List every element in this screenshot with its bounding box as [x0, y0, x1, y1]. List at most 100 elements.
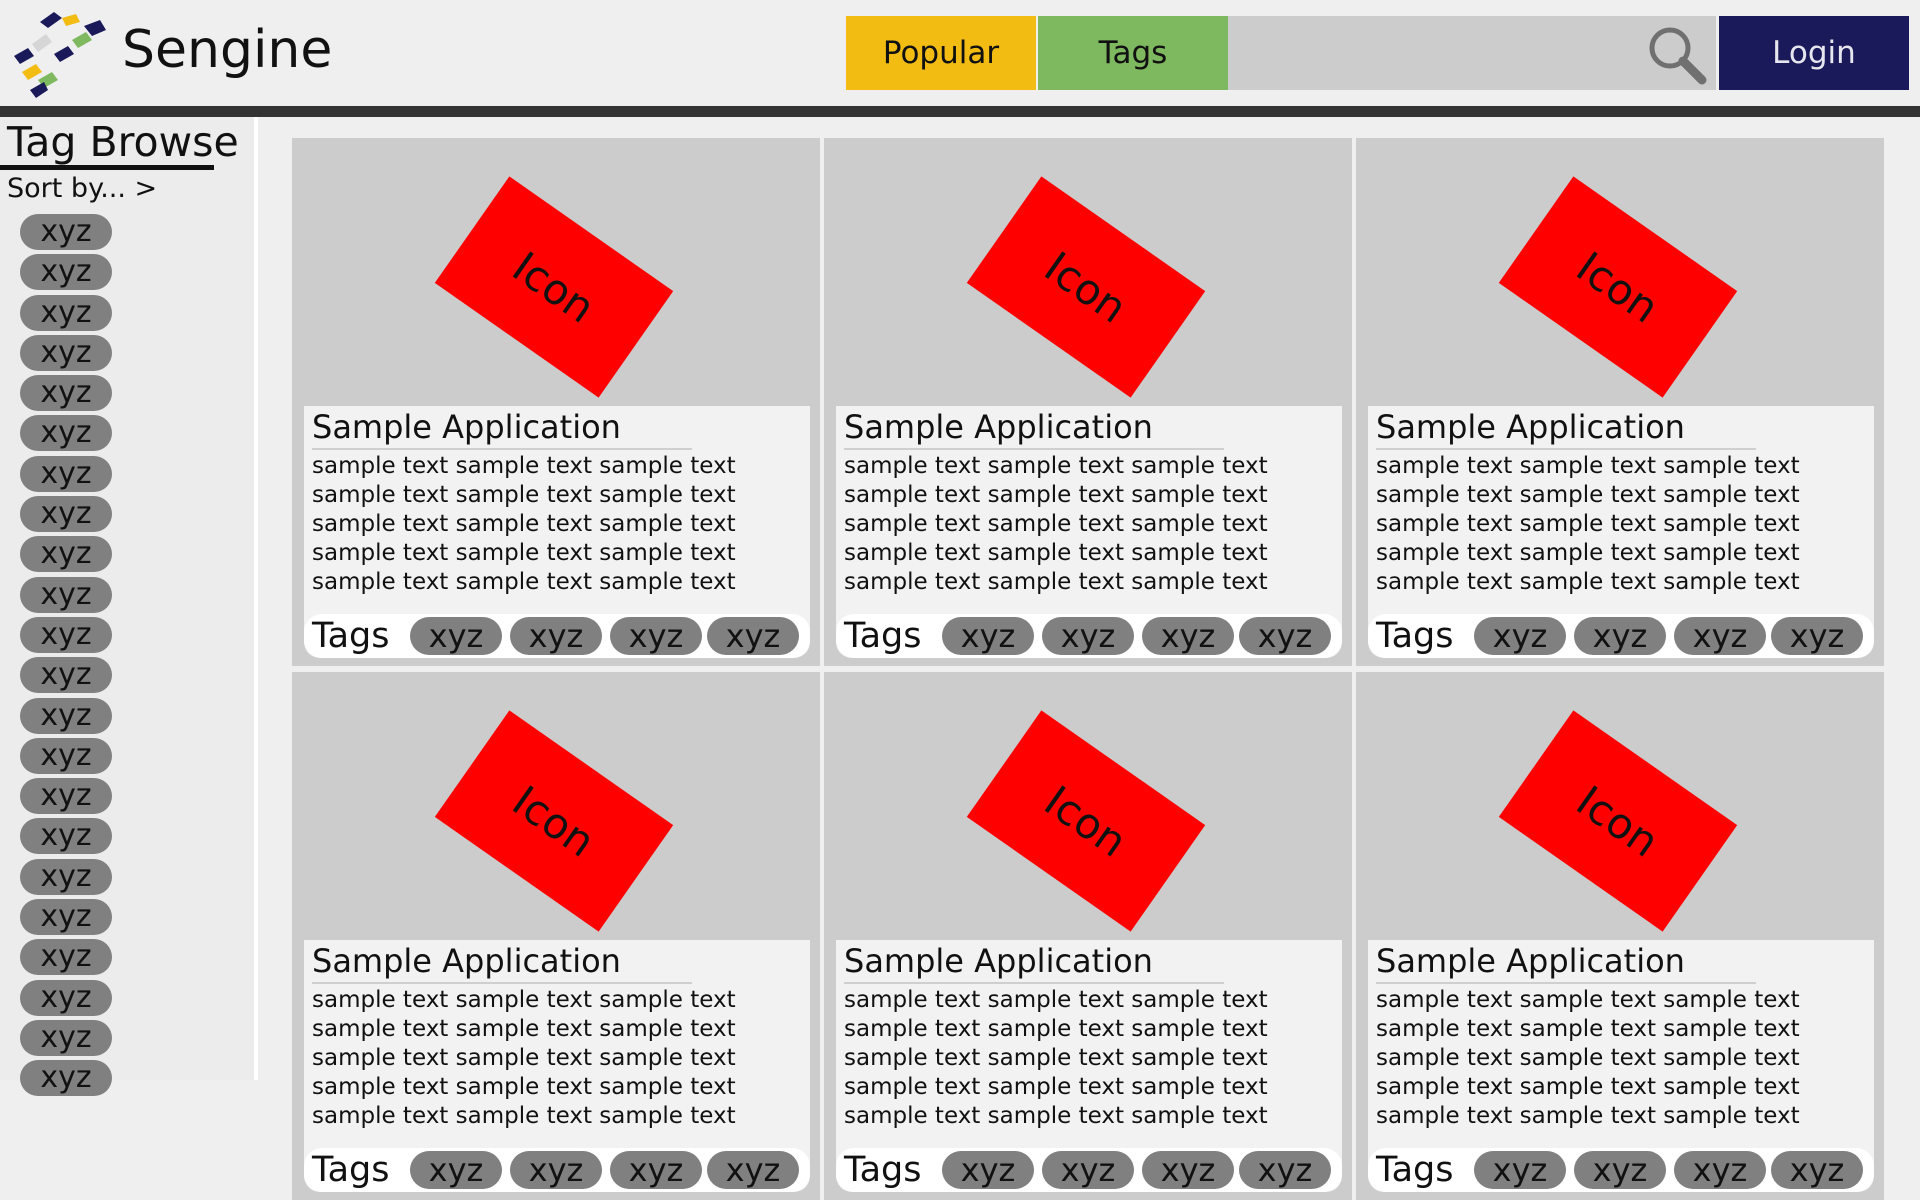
sidebar-tag[interactable]: xyz — [20, 939, 112, 976]
app-icon: Icon — [434, 176, 674, 398]
card-tag[interactable]: xyz — [1674, 617, 1766, 655]
sidebar-tag-list: xyz xyz xyz xyz xyz xyz xyz xyz xyz xyz xyz xyz xyz x… — [20, 214, 120, 1101]
sidebar-tag[interactable]: xyz — [20, 415, 112, 452]
sidebar-title-underline — [0, 165, 214, 170]
sidebar-tag[interactable]: xyz — [20, 334, 112, 371]
sidebar-tag[interactable]: xyz — [20, 697, 112, 734]
card-title[interactable]: Sample Application — [844, 942, 1153, 980]
card-tags-row: Tags xyz xyz xyz xyz — [304, 614, 810, 658]
card-tag[interactable]: xyz — [1474, 1151, 1566, 1189]
card-tag[interactable]: xyz — [610, 1151, 702, 1189]
app-icon-label: Icon — [1567, 241, 1669, 333]
card-tag[interactable]: xyz — [610, 617, 702, 655]
card-icon-area: Icon — [824, 672, 1352, 938]
sidebar-tag[interactable]: xyz — [20, 737, 112, 774]
sidebar-tag[interactable]: xyz — [20, 455, 112, 492]
card-tag[interactable]: xyz — [1674, 1151, 1766, 1189]
sort-by-link[interactable]: Sort by... > — [7, 173, 158, 204]
card-tags-row: Tags xyz xyz xyz xyz — [1368, 1148, 1874, 1192]
app-card[interactable]: Icon Sample Application sample text sample… — [292, 138, 820, 666]
card-tags-row: Tags xyz xyz xyz xyz — [1368, 614, 1874, 658]
sengine-logo-icon[interactable] — [10, 8, 106, 98]
card-tag[interactable]: xyz — [942, 1151, 1034, 1189]
app-icon-label: Icon — [503, 241, 605, 333]
card-tag[interactable]: xyz — [1142, 617, 1234, 655]
card-tag[interactable]: xyz — [1142, 1151, 1234, 1189]
card-tag[interactable]: xyz — [707, 617, 799, 655]
nav-tags-button[interactable]: Tags — [1038, 16, 1228, 90]
card-tag[interactable]: xyz — [1574, 617, 1666, 655]
card-description: sample text sample text sample text samp… — [312, 453, 736, 595]
sidebar-tag[interactable]: xyz — [20, 1060, 112, 1097]
card-title[interactable]: Sample Application — [844, 408, 1153, 446]
card-tags-label: Tags — [1376, 616, 1454, 656]
sidebar-tag[interactable]: xyz — [20, 1019, 112, 1056]
search-icon[interactable] — [1646, 24, 1708, 86]
card-tag[interactable]: xyz — [1574, 1151, 1666, 1189]
card-tag[interactable]: xyz — [510, 617, 602, 655]
sidebar-tag[interactable]: xyz — [20, 657, 112, 694]
nav-popular-label: Popular — [882, 35, 1000, 71]
sidebar-tag[interactable]: xyz — [20, 979, 112, 1016]
card-tag[interactable]: xyz — [410, 617, 502, 655]
card-tag[interactable]: xyz — [942, 617, 1034, 655]
sidebar-tag[interactable]: xyz — [20, 536, 112, 573]
card-title[interactable]: Sample Application — [312, 408, 621, 446]
card-tags-label: Tags — [844, 1150, 922, 1190]
card-tag[interactable]: xyz — [1771, 1151, 1863, 1189]
sidebar-tag[interactable]: xyz — [20, 214, 112, 250]
sidebar-tag[interactable]: xyz — [20, 818, 112, 855]
app-card[interactable]: Icon Sample Application sample text sample… — [824, 672, 1352, 1200]
card-description: sample text sample text sample text samp… — [844, 987, 1268, 1129]
app-card[interactable]: Icon Sample Application sample text sample… — [1356, 138, 1884, 666]
card-tag[interactable]: xyz — [1239, 617, 1331, 655]
card-title[interactable]: Sample Application — [1376, 408, 1685, 446]
sidebar-title: Tag Browse — [7, 118, 239, 166]
card-tag[interactable]: xyz — [1042, 617, 1134, 655]
sidebar-tag[interactable]: xyz — [20, 616, 112, 653]
card-info: Sample Application sample text sample tex… — [836, 406, 1342, 658]
card-description: sample text sample text sample text samp… — [312, 987, 736, 1129]
app-card[interactable]: Icon Sample Application sample text sample… — [1356, 672, 1884, 1200]
sidebar-tag[interactable]: xyz — [20, 496, 112, 533]
card-tag[interactable]: xyz — [1771, 617, 1863, 655]
app-icon-label: Icon — [503, 775, 605, 867]
app-card[interactable]: Icon Sample Application sample text sample… — [292, 672, 820, 1200]
nav-popular-button[interactable]: Popular — [846, 16, 1036, 90]
card-title[interactable]: Sample Application — [1376, 942, 1685, 980]
card-info: Sample Application sample text sample tex… — [1368, 940, 1874, 1192]
app-icon-label: Icon — [1035, 775, 1137, 867]
sidebar-tag[interactable]: xyz — [20, 858, 112, 895]
app-icon: Icon — [1498, 710, 1738, 932]
card-tag[interactable]: xyz — [510, 1151, 602, 1189]
search-input[interactable] — [1228, 16, 1716, 90]
card-title[interactable]: Sample Application — [312, 942, 621, 980]
card-title-divider — [1376, 982, 1756, 984]
app-card[interactable]: Icon Sample Application sample text sample… — [824, 138, 1352, 666]
card-info: Sample Application sample text sample tex… — [1368, 406, 1874, 658]
card-title-divider — [312, 982, 692, 984]
sidebar-tag[interactable]: xyz — [20, 375, 112, 412]
card-tag[interactable]: xyz — [1042, 1151, 1134, 1189]
sidebar-tag[interactable]: xyz — [20, 294, 112, 331]
card-tag[interactable]: xyz — [410, 1151, 502, 1189]
sidebar-tag[interactable]: xyz — [20, 778, 112, 815]
login-button[interactable]: Login — [1719, 16, 1909, 90]
card-info: Sample Application sample text sample tex… — [304, 406, 810, 658]
card-tag[interactable]: xyz — [1474, 617, 1566, 655]
sidebar-tag[interactable]: xyz — [20, 576, 112, 613]
card-tags-label: Tags — [1376, 1150, 1454, 1190]
card-tag[interactable]: xyz — [1239, 1151, 1331, 1189]
sidebar-divider — [254, 117, 258, 1080]
card-description: sample text sample text sample text samp… — [1376, 987, 1800, 1129]
card-tags-row: Tags xyz xyz xyz xyz — [304, 1148, 810, 1192]
app-icon-label: Icon — [1567, 775, 1669, 867]
nav-tags-label: Tags — [1098, 35, 1168, 71]
sidebar-tag[interactable]: xyz — [20, 899, 112, 936]
card-icon-area: Icon — [1356, 672, 1884, 938]
card-tag[interactable]: xyz — [707, 1151, 799, 1189]
card-tags-row: Tags xyz xyz xyz xyz — [836, 1148, 1342, 1192]
header: Sengine Popular Tags Login — [0, 0, 1920, 106]
sidebar-tag[interactable]: xyz — [20, 254, 112, 291]
app-icon: Icon — [966, 176, 1206, 398]
